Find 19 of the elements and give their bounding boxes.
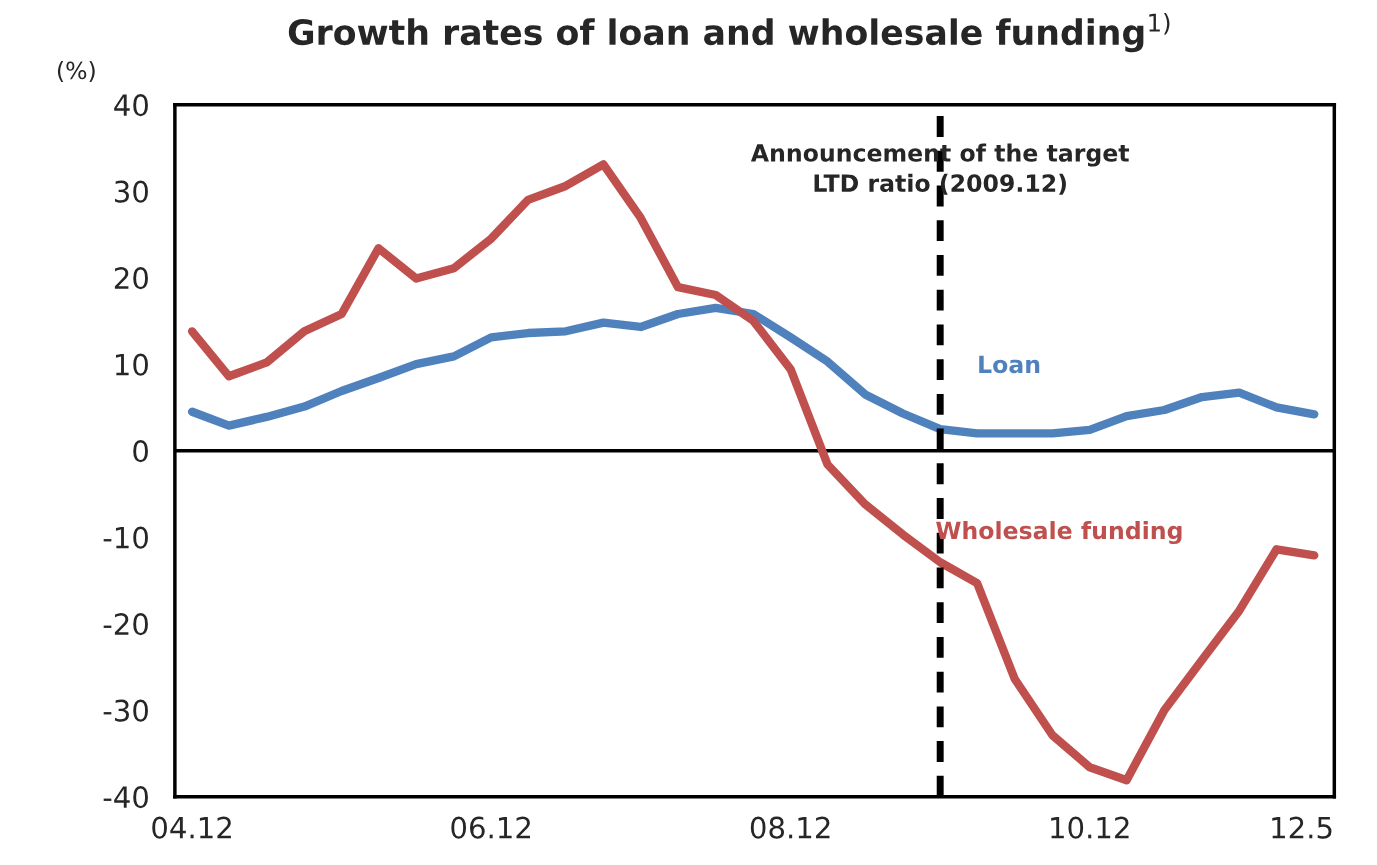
x-tick-label: 12.5 — [1272, 816, 1332, 839]
chart-title: Growth rates of loan and wholesale funding$^{1)}$ — [288, 12, 1170, 53]
x-tick-label: 08.12 — [750, 816, 830, 839]
ref-line-label: Announcement of the target LTD ratio (2009.12) — [750, 143, 1130, 195]
text: Loan — [979, 355, 1040, 374]
y-tick-label: 0 — [133, 440, 148, 463]
y-tick-label: -30 — [103, 699, 148, 722]
x-tick-label: 04.12 — [152, 816, 231, 839]
y-tick-label: -10 — [103, 526, 148, 549]
y-tick-label: -40 — [103, 786, 148, 809]
y-axis-title: (%) — [57, 61, 95, 83]
x-tick-label: 06.12 — [451, 816, 530, 839]
y-tick-label: 10 — [115, 353, 148, 376]
y-tick-label: 40 — [114, 94, 148, 117]
y-tick-label: -20 — [103, 613, 148, 636]
y-tick-label: 30 — [114, 180, 148, 203]
x-tick-label: 10.12 — [1051, 816, 1129, 839]
series-label: Wholesale funding — [936, 521, 1182, 545]
y-tick-label: 20 — [114, 267, 148, 290]
